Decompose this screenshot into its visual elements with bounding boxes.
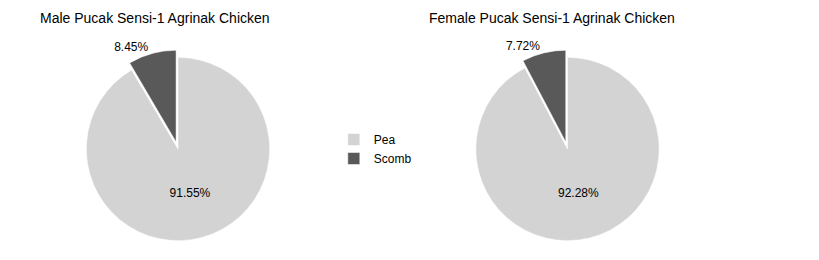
- svg-text:7.72%: 7.72%: [506, 39, 540, 53]
- svg-text:Scomb: Scomb: [374, 152, 412, 166]
- svg-text:Male Pucak Sensi-1 Agrinak Chi: Male Pucak Sensi-1 Agrinak Chicken: [40, 10, 270, 26]
- svg-text:92.28%: 92.28%: [558, 186, 599, 200]
- svg-text:91.55%: 91.55%: [170, 186, 211, 200]
- svg-text:Pea: Pea: [374, 133, 396, 147]
- svg-text:8.45%: 8.45%: [114, 40, 148, 54]
- svg-text:Female Pucak Sensi-1 Agrinak C: Female Pucak Sensi-1 Agrinak Chicken: [429, 10, 675, 26]
